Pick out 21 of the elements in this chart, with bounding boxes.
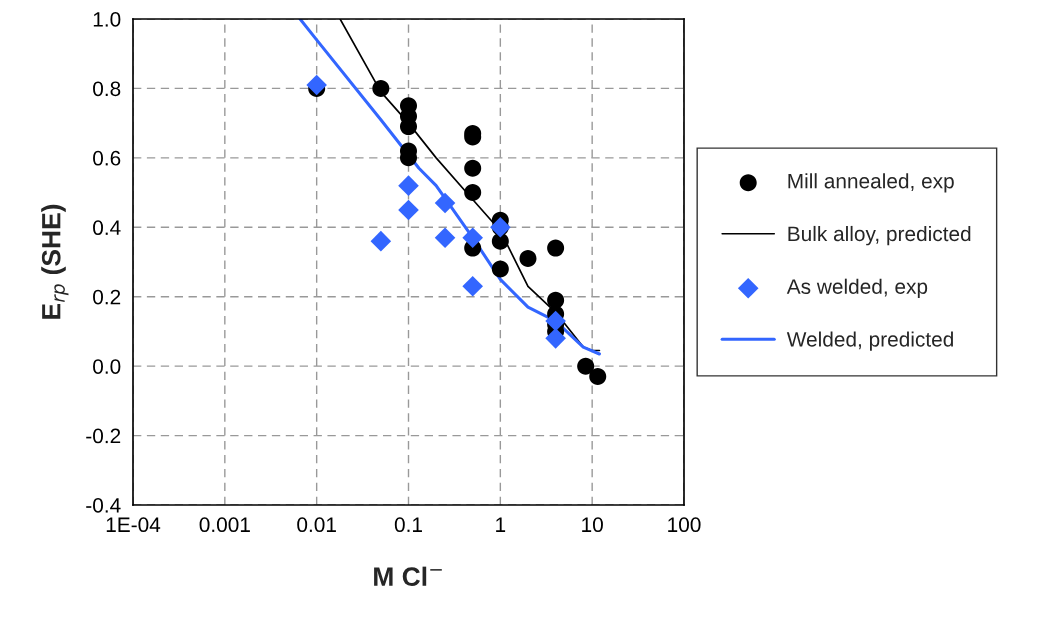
x-tick-label: 0.1	[394, 517, 422, 533]
y-tick-label: 1.0	[93, 12, 121, 27]
x-axis-title: M Cl$^{−}$	[374, 566, 442, 587]
y-tick-label: -0.4	[86, 498, 121, 513]
y-tick-label: 0.6	[93, 150, 121, 166]
x-tick-label: 1	[496, 517, 506, 532]
y-tick-label: 0.2	[93, 289, 121, 305]
y-tick-label: -0.2	[86, 428, 121, 444]
legend-label: As welded, exp	[786, 278, 928, 299]
legend-label: Bulk alloy, predicted	[788, 225, 971, 246]
y-tick-label: 0.8	[93, 81, 121, 97]
x-tick-label: 10	[582, 517, 603, 533]
y-axis-title: E$_{rp}$ (SHE)	[41, 204, 69, 319]
y-tick-label: 0.4	[93, 220, 121, 236]
y-tick-label: 0.0	[93, 359, 121, 374]
x-tick-label: 0.001	[199, 517, 250, 533]
x-tick-label: 100	[668, 517, 701, 533]
legend-label: Mill annealed, exp	[788, 173, 954, 193]
legend-label: Welded, predicted	[786, 331, 953, 351]
x-tick-label: 0.01	[297, 517, 336, 533]
x-tick-label: 1E-04	[106, 517, 161, 533]
